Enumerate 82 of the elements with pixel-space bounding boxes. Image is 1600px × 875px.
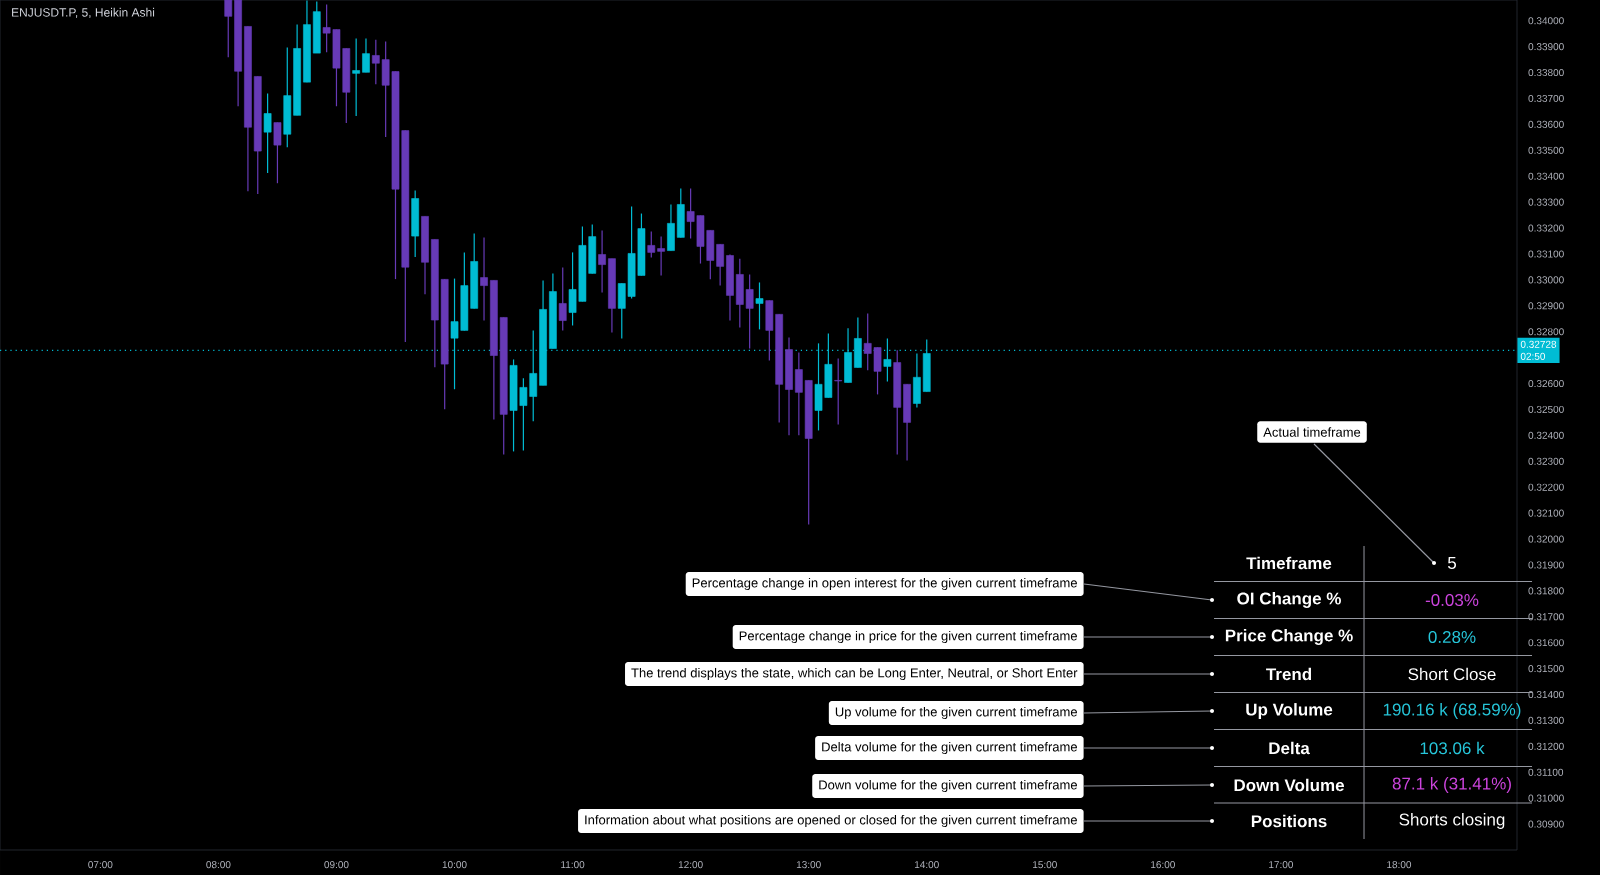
y-tick-label: 0.31700 <box>1528 613 1564 621</box>
y-tick-label: 0.32300 <box>1528 457 1564 465</box>
y-tick-label: 0.33000 <box>1528 276 1564 284</box>
y-tick-label: 0.31600 <box>1528 639 1564 647</box>
candlestick <box>263 92 272 174</box>
x-tick-label: 18:00 <box>1387 861 1412 869</box>
annotation: 0.28% <box>1428 630 1476 644</box>
y-tick-label: 0.32600 <box>1528 379 1564 388</box>
annotation: Down volume for the given current timeframe <box>819 779 1077 793</box>
annotation: Up volume for the given current timeframe <box>835 706 1077 720</box>
candlestick <box>558 266 567 332</box>
annotation: 87.1 k (31.41%) <box>1392 777 1511 793</box>
y-tick-label: 0.32900 <box>1528 302 1564 310</box>
y-tick-label: 0.33200 <box>1528 224 1564 232</box>
x-tick-label: 17:00 <box>1269 861 1294 869</box>
y-tick-label: 0.31000 <box>1528 794 1564 802</box>
y-tick-label: 0.32500 <box>1528 405 1564 413</box>
y-tick-label: 0.31900 <box>1528 561 1564 569</box>
x-tick-label: 08:00 <box>206 861 231 869</box>
annotation: Actual timeframe <box>1263 427 1361 437</box>
annotation: Price Change % <box>1225 629 1353 645</box>
x-tick-label: 07:00 <box>88 861 113 869</box>
candlestick <box>273 121 282 184</box>
candlestick <box>598 229 606 294</box>
candlestick <box>224 0 233 58</box>
annotation: Percentage change in price for the given current timeframe <box>739 630 1077 644</box>
y-tick-label: 0.31500 <box>1528 665 1564 673</box>
annotation: The trend displays the state, which can be Long Enter, Neutral, or Short Enter <box>631 667 1078 681</box>
y-tick-label: 0.32800 <box>1528 328 1564 336</box>
y-tick-label: 0.33700 <box>1528 94 1564 103</box>
y-tick-label: 0.32000 <box>1528 535 1564 543</box>
annotation: Information about what positions are opened or closed for the given current timeframe <box>585 814 1077 828</box>
x-tick-label: 15:00 <box>1033 861 1057 869</box>
x-tick-label: 12:00 <box>678 861 703 869</box>
candlestick <box>834 357 843 426</box>
annotation: Timeframe <box>1246 556 1332 570</box>
x-tick-label: 14:00 <box>914 861 939 869</box>
annotation: 5 <box>1447 557 1457 569</box>
y-tick-label: 0.31300 <box>1528 716 1564 724</box>
x-tick-label: 16:00 <box>1151 861 1175 869</box>
candlestick <box>657 236 665 277</box>
annotation: -0.03% <box>1425 593 1479 607</box>
annotation: Shorts closing <box>1399 813 1505 829</box>
y-tick-label: 0.33100 <box>1528 250 1564 258</box>
annotation: Short Close <box>1408 667 1496 681</box>
annotation: Down Volume <box>1234 778 1345 792</box>
candlestick <box>480 236 488 322</box>
y-tick-label: 0.32100 <box>1528 509 1564 517</box>
candlestick <box>755 281 764 330</box>
text: 02:50 <box>1520 352 1546 360</box>
annotation: Delta <box>1269 741 1310 755</box>
y-tick-label: 0.32200 <box>1528 483 1564 491</box>
y-tick-label: 0.31200 <box>1528 742 1564 750</box>
text: ENJUSDT.P, 5, Heikin Ashi <box>12 7 155 19</box>
y-tick-label: 0.33600 <box>1528 120 1564 128</box>
annotation: Delta volume for the given current timeframe <box>822 741 1077 755</box>
annotation: Percentage change in open interest for the given current timeframe <box>692 577 1077 591</box>
y-tick-label: 0.30900 <box>1528 820 1564 828</box>
x-tick-label: 11:00 <box>561 861 585 869</box>
candlestick <box>352 38 360 117</box>
candlestick <box>647 230 656 259</box>
annotation: Positions <box>1251 814 1327 828</box>
y-tick-label: 0.33500 <box>1528 146 1564 154</box>
y-tick-label: 0.31400 <box>1528 690 1564 699</box>
annotation: Trend <box>1266 667 1312 681</box>
candlestick <box>362 38 370 73</box>
y-tick-label: 0.33300 <box>1528 198 1564 206</box>
x-tick-label: 09:00 <box>324 861 349 869</box>
annotation: 190.16 k (68.59%) <box>1383 703 1521 719</box>
x-tick-label: 13:00 <box>796 861 821 869</box>
ref-line-label: 0.32728 <box>1520 340 1557 348</box>
y-tick-label: 0.31100 <box>1528 768 1564 776</box>
y-tick-label: 0.33400 <box>1528 172 1564 180</box>
x-tick-label: 10:00 <box>442 861 467 869</box>
annotation: Up Volume <box>1246 703 1333 719</box>
y-tick-label: 0.31800 <box>1528 587 1564 595</box>
y-tick-label: 0.33800 <box>1528 69 1564 77</box>
y-tick-label: 0.34000 <box>1528 17 1564 25</box>
y-tick-label: 0.32400 <box>1528 431 1564 439</box>
y-tick-label: 0.33900 <box>1528 43 1564 51</box>
annotation: 103.06 k <box>1420 741 1485 755</box>
annotation: OI Change % <box>1237 592 1341 608</box>
